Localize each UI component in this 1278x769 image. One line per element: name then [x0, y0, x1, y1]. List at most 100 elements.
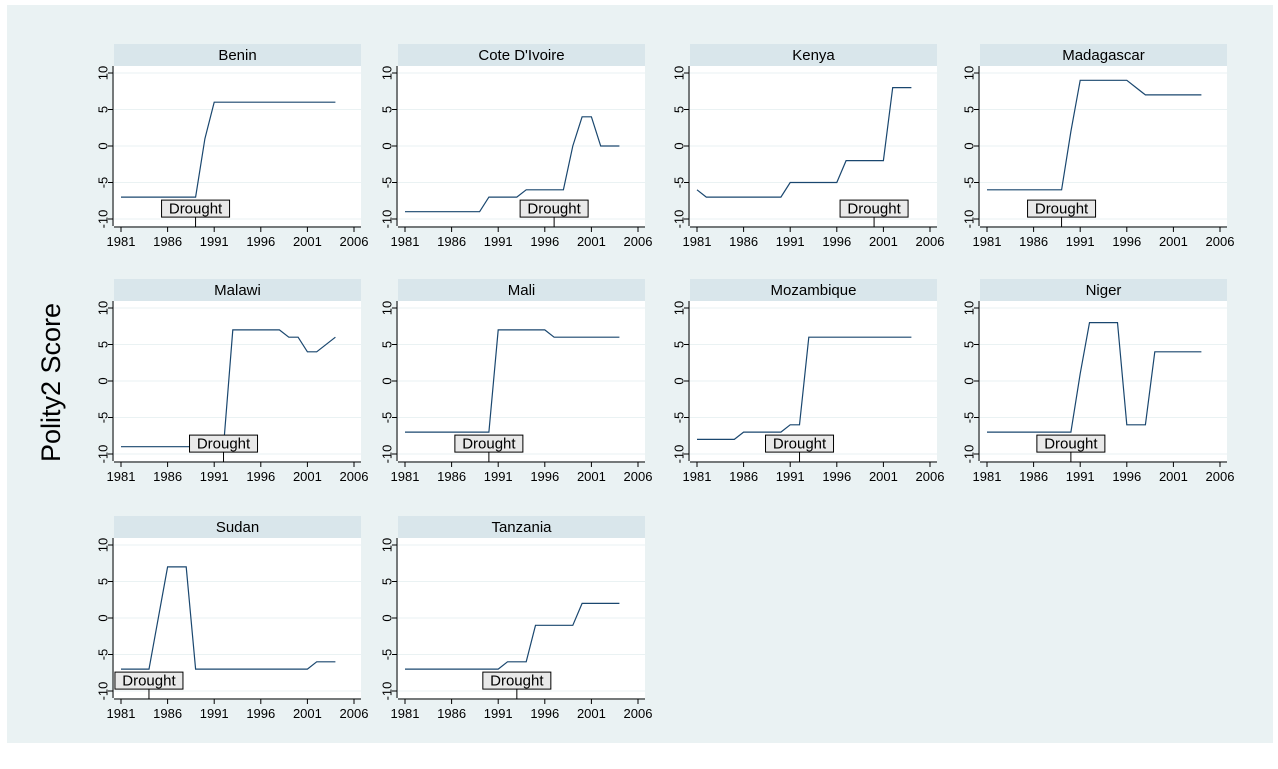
panel-title: Benin	[218, 47, 256, 64]
drought-label: Drought	[169, 201, 223, 218]
x-tick-label: 2001	[869, 234, 898, 249]
y-tick-label: 0	[962, 377, 977, 384]
x-tick-label: 1981	[391, 469, 420, 484]
y-tick-label: 10	[96, 538, 111, 552]
y-tick-label: 5	[96, 106, 111, 113]
x-tick-label: 1996	[530, 469, 559, 484]
x-tick-label: 1986	[729, 469, 758, 484]
x-tick-label: 1981	[683, 469, 712, 484]
x-tick-label: 2006	[1206, 469, 1235, 484]
drought-label-box	[839, 199, 909, 218]
y-tick-label: 5	[380, 578, 395, 585]
x-tick-label: 1991	[200, 706, 229, 721]
panel-title-strip	[690, 279, 937, 301]
panel-mozambique: Mozambique -10 -5 0 5 10 1981 1986 1991 1996 2001 2…	[672, 279, 945, 484]
y-tick-label: 5	[962, 341, 977, 348]
x-tick-label: 1981	[391, 706, 420, 721]
x-tick-label: 1986	[437, 706, 466, 721]
series-line-cote-d-ivoire	[405, 116, 620, 213]
x-tick-label: 1981	[391, 234, 420, 249]
panel-niger: Niger -10 -5 0 5 10 1981 1986 1991 1996 2001 2006 Dr…	[962, 279, 1235, 484]
panel-title: Sudan	[216, 519, 259, 536]
y-tick-label: 0	[380, 614, 395, 621]
x-tick-label: 2001	[293, 234, 322, 249]
panel-madagascar: Madagascar -10 -5 0 5 10 1981 1986 1991 1996 2001 2…	[962, 44, 1235, 249]
x-tick-label: 1996	[530, 706, 559, 721]
x-tick-label: 1996	[246, 706, 275, 721]
x-tick-label: 1986	[437, 234, 466, 249]
x-tick-label: 1986	[1019, 469, 1048, 484]
x-tick-label: 1996	[1112, 469, 1141, 484]
panel-title: Kenya	[792, 47, 835, 64]
x-tick-label: 1991	[484, 469, 513, 484]
drought-label: Drought	[122, 673, 176, 690]
y-tick-label: -10	[380, 682, 395, 701]
x-tick-label: 1991	[200, 234, 229, 249]
y-tick-label: 5	[380, 106, 395, 113]
y-tick-label: -10	[96, 445, 111, 464]
panel-mali: Mali -10 -5 0 5 10 1981 1986 1991 1996 2001 2006 Dro…	[380, 279, 653, 484]
y-tick-label: -10	[672, 445, 687, 464]
x-tick-label: 2006	[624, 706, 653, 721]
y-tick-label: 10	[672, 301, 687, 315]
drought-label: Drought	[1044, 436, 1098, 453]
y-tick-label: -5	[96, 412, 111, 424]
drought-label-box	[765, 434, 835, 453]
drought-label-box	[114, 671, 184, 690]
y-tick-label: -5	[962, 412, 977, 424]
drought-label-box	[482, 671, 552, 690]
x-tick-label: 1991	[484, 234, 513, 249]
series-line-malawi	[121, 329, 336, 448]
x-tick-label: 1981	[683, 234, 712, 249]
panel-title: Mozambique	[771, 282, 857, 299]
y-tick-label: 0	[380, 377, 395, 384]
series-line-sudan	[121, 566, 336, 670]
y-tick-label: 10	[672, 66, 687, 80]
panel-title: Cote D'Ivoire	[478, 47, 564, 64]
x-tick-label: 1996	[1112, 234, 1141, 249]
y-tick-label: -5	[380, 412, 395, 424]
series-line-tanzania	[405, 602, 620, 670]
x-tick-label: 1981	[973, 234, 1002, 249]
y-tick-label: 0	[672, 377, 687, 384]
x-tick-label: 1996	[822, 469, 851, 484]
x-tick-label: 2001	[1159, 469, 1188, 484]
y-tick-label: 10	[380, 301, 395, 315]
x-tick-label: 2001	[869, 469, 898, 484]
drought-label: Drought	[197, 436, 251, 453]
x-tick-label: 2006	[1206, 234, 1235, 249]
y-tick-label: 10	[96, 66, 111, 80]
series-line-mali	[405, 329, 620, 433]
x-tick-label: 2006	[340, 469, 369, 484]
series-line-mozambique	[697, 336, 912, 440]
y-tick-label: 10	[380, 538, 395, 552]
x-tick-label: 2006	[916, 234, 945, 249]
panel-title-strip	[114, 279, 361, 301]
x-tick-label: 2006	[916, 469, 945, 484]
x-tick-label: 1981	[107, 706, 136, 721]
y-tick-label: -10	[962, 210, 977, 229]
series-line-kenya	[696, 86, 912, 198]
x-tick-label: 2001	[577, 469, 606, 484]
y-tick-label: 5	[96, 341, 111, 348]
y-tick-label: 5	[96, 578, 111, 585]
panel-sudan: Sudan -10 -5 0 5 10 1981 1986 1991 1996 2001 2006 Dr…	[96, 516, 368, 721]
drought-label-box	[189, 434, 259, 453]
series-line-madagascar	[987, 79, 1202, 191]
x-tick-label: 1986	[729, 234, 758, 249]
x-tick-label: 2006	[624, 469, 653, 484]
series-line-niger	[987, 322, 1202, 433]
y-tick-label: -10	[96, 682, 111, 701]
panel-malawi: Malawi -10 -5 0 5 10 1981 1986 1991 1996 2001 2006 D…	[96, 279, 369, 484]
y-tick-label: -5	[96, 649, 111, 661]
y-tick-label: 0	[96, 377, 111, 384]
x-tick-label: 1986	[437, 469, 466, 484]
y-tick-label: 0	[96, 614, 111, 621]
panel-title-strip	[114, 516, 361, 538]
panel-title-strip	[114, 44, 361, 66]
drought-label: Drought	[773, 436, 827, 453]
y-tick-label: -10	[672, 210, 687, 229]
panel-title-strip	[398, 44, 645, 66]
y-tick-label: 5	[962, 106, 977, 113]
small-multiples-chart: Benin -10 -5 0 5 10 1981 1986 1991 1996 2001 2006 Dr…	[96, 44, 1235, 721]
